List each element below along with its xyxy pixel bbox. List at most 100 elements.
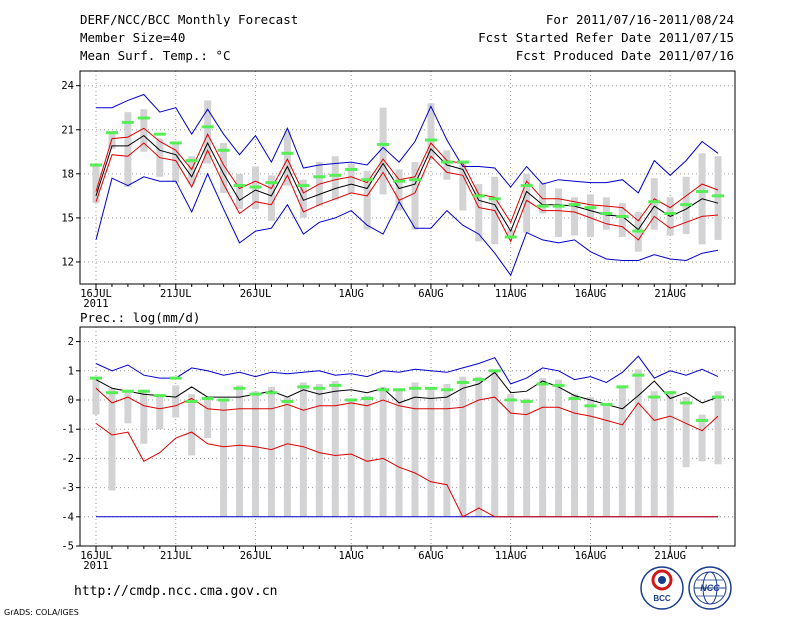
median-marker [121,389,134,393]
x-tick-label: 21JUL [160,550,192,562]
upper-percentile-line [95,127,719,224]
median-marker [377,388,390,392]
y-tick-label: -3 [61,482,74,494]
median-marker [217,398,230,402]
box [236,173,244,210]
max-line [96,93,719,194]
box [299,179,307,218]
median-marker [281,151,294,155]
member-size: Member Size=40 [80,30,185,45]
x-tick-label: 6AUG [418,550,443,562]
y-tick-label: 0 [68,395,74,407]
median-marker [472,378,485,382]
x-tick-label: 16AUG [575,288,607,300]
box [347,398,355,517]
box [92,165,100,204]
median-marker [90,163,102,167]
box [714,391,722,465]
y-tick-label: 1 [68,365,74,377]
y-tick-label: -5 [61,541,74,553]
median-marker [584,404,597,408]
box [331,381,339,517]
median-marker [329,173,342,177]
median-marker [297,184,310,188]
box [602,402,610,517]
box [140,109,148,152]
median-marker [648,395,661,399]
box [507,394,515,517]
grads-credit: GrADS: COLA/IGES [4,608,79,617]
ncc-logo-text: NCC [700,583,720,593]
median-marker [217,148,230,152]
box [459,376,467,517]
box [252,391,259,517]
box [411,162,419,230]
box [650,178,658,230]
ncc-logo: NCC [688,566,732,610]
box [220,398,228,517]
median-marker [281,399,294,403]
median-marker [121,120,134,124]
median-marker [90,376,102,380]
box [571,197,578,236]
x-tick-label: 11AUG [495,550,527,562]
median-marker [201,125,214,129]
median-marker [265,181,278,185]
box [427,103,435,160]
x-tick-label: 11AUG [495,288,527,300]
precip-title: Prec.: log(mm/d) [80,310,200,325]
median-marker [520,184,533,188]
y-tick-label: 24 [61,80,74,92]
plot-frame [79,70,736,285]
median-marker [648,200,661,204]
box [172,142,180,183]
x-tick-label: 21AUG [654,288,686,300]
x-tick-label: 1AUG [339,288,364,300]
x-tick-label: 21AUG [654,550,686,562]
median-marker [377,142,390,146]
box [427,388,435,517]
box [395,388,403,517]
year-label: 2011 [83,560,108,572]
box [299,382,307,517]
box [283,397,291,517]
refer-date: Fcst Started Refer Date 2011/07/15 [478,30,734,45]
source-url[interactable]: http://cmdp.ncc.cma.gov.cn [74,584,278,599]
median-marker [105,391,118,395]
box [236,385,244,517]
figure-title: DERF/NCC/BCC Monthly Forecast [80,12,298,27]
box [650,391,658,517]
median-marker [680,203,693,207]
median-marker [361,178,374,182]
median-marker [393,179,406,183]
median-marker [440,388,453,392]
median-marker [632,229,645,233]
median-marker [520,399,533,403]
y-tick-label: -2 [61,453,74,465]
bcc-logo-text: BCC [653,594,671,603]
lower-percentile-line [95,422,718,518]
lower-percentile-line [95,142,719,243]
mean-line [95,134,719,233]
box [395,169,403,211]
median-marker [185,159,198,163]
box [618,386,626,517]
box [315,383,323,517]
median-marker [664,211,677,215]
median-marker [345,167,358,171]
median-marker [169,141,182,145]
box [555,379,563,517]
box [363,170,371,230]
box [586,397,594,517]
median-marker [265,391,278,395]
median-marker [472,194,485,198]
box [443,383,451,517]
x-tick-label: 6AUG [418,288,443,300]
median-marker [696,418,709,422]
box [267,175,275,221]
median-marker [409,178,421,182]
median-marker [361,397,374,401]
median-marker [552,204,565,208]
median-marker [137,116,150,120]
median-marker [409,386,421,390]
